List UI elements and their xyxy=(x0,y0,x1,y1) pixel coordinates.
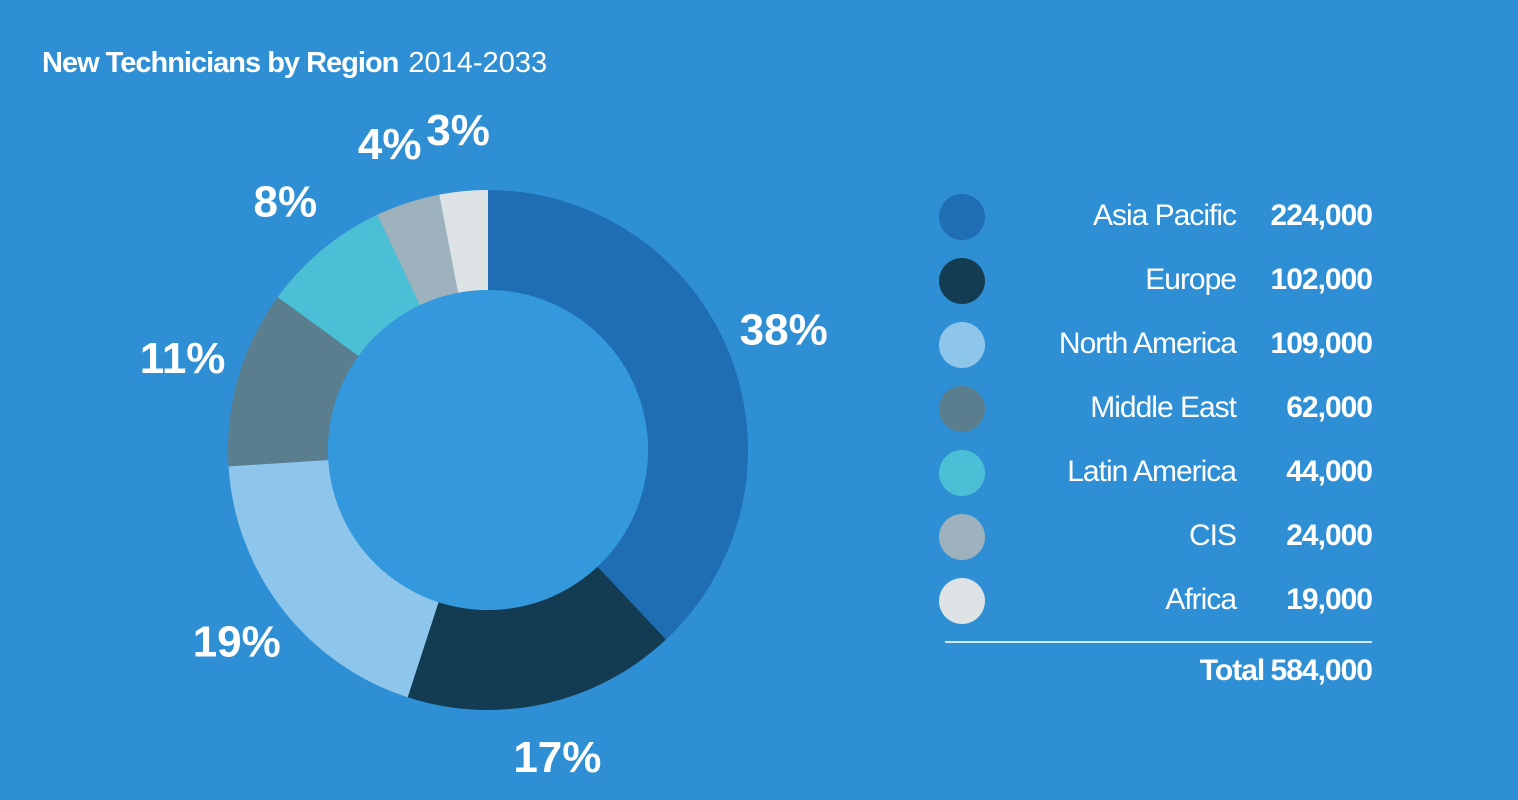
legend-swatch xyxy=(939,514,985,560)
legend-swatch xyxy=(939,322,985,368)
slice-label: 38% xyxy=(740,306,828,355)
legend-label: CIS xyxy=(1189,519,1236,552)
slice-label: 11% xyxy=(140,334,226,383)
legend-label: Africa xyxy=(1165,583,1237,616)
legend-swatch xyxy=(939,578,985,624)
legend-label: Europe xyxy=(1145,263,1236,296)
legend-label: Middle East xyxy=(1090,391,1237,424)
chart-subtitle: 2014-2033 xyxy=(408,47,547,79)
legend-swatch xyxy=(939,450,985,496)
donut-slice xyxy=(228,297,359,467)
legend-swatch xyxy=(939,194,985,240)
legend-amount: 62,000 xyxy=(1286,391,1372,424)
slice-label: 4% xyxy=(358,120,422,169)
donut-slice xyxy=(407,566,666,710)
legend-amount: 102,000 xyxy=(1271,263,1373,296)
legend-swatch xyxy=(939,258,985,304)
legend-amount: 19,000 xyxy=(1286,583,1372,616)
legend-label: North America xyxy=(1059,327,1237,360)
legend-amount: 109,000 xyxy=(1271,327,1373,360)
legend-label: Asia Pacific xyxy=(1093,199,1237,232)
legend-label: Latin America xyxy=(1067,455,1237,488)
slice-label: 8% xyxy=(254,178,318,227)
chart-title-group: New Technicians by Region 2014-2033 xyxy=(42,47,547,79)
legend-amount: 24,000 xyxy=(1286,519,1372,552)
donut-slice xyxy=(439,190,488,293)
total-label: Total xyxy=(1200,654,1264,687)
donut-hole xyxy=(328,290,648,610)
legend-amount: 224,000 xyxy=(1271,199,1373,232)
legend-amount: 44,000 xyxy=(1286,455,1372,488)
slice-label: 19% xyxy=(193,618,281,667)
donut-slice xyxy=(488,189,749,640)
donut-slice xyxy=(228,460,439,698)
legend-swatch xyxy=(939,386,985,432)
total-amount: 584,000 xyxy=(1271,654,1373,687)
slice-label: 17% xyxy=(513,733,601,782)
donut-slice xyxy=(377,194,459,306)
slice-label: 3% xyxy=(426,106,490,155)
chart-title: New Technicians by Region xyxy=(42,47,398,79)
donut-slice xyxy=(277,214,420,356)
